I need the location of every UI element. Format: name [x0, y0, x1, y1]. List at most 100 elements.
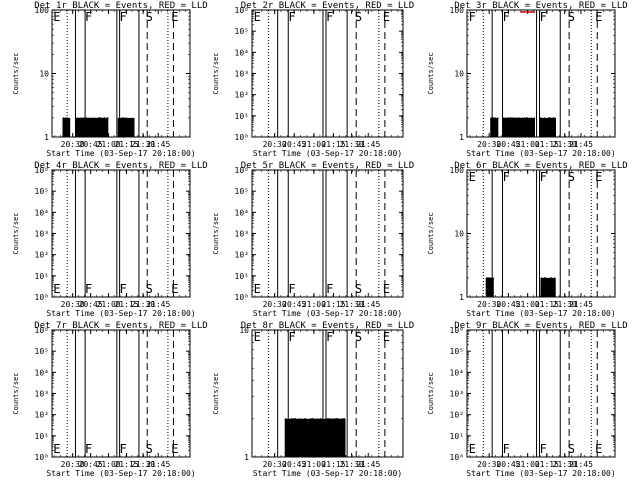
x-tick-label: 21:15: [321, 460, 345, 469]
x-axis-title: Start Time (03-Sep-17 20:18:00): [46, 469, 195, 478]
x-axis-title: Start Time (03-Sep-17 20:18:00): [253, 149, 402, 158]
y-tick-label: 10²: [450, 411, 464, 420]
flag-letter: F: [503, 442, 510, 456]
y-tick-label: 10⁴: [235, 208, 249, 217]
y-axis-label: Counts/sec: [427, 372, 435, 414]
y-tick-label: 1: [44, 133, 49, 142]
flag-letter: E: [469, 442, 476, 456]
flag-letter: F: [540, 170, 547, 184]
y-tick-label: 10⁰: [235, 293, 249, 302]
events-trace: [539, 117, 556, 137]
y-tick-label: 10⁶: [35, 166, 49, 175]
plot-frame: [51, 169, 191, 298]
x-tick-label: 21:00: [97, 460, 121, 469]
x-tick-label: 21:45: [356, 460, 380, 469]
x-tick-label: 21:45: [569, 140, 593, 149]
flag-letter: E: [254, 10, 261, 24]
flag-letter: E: [383, 10, 390, 24]
y-tick-label: 100: [450, 166, 465, 175]
x-tick-label: 21:15: [535, 460, 559, 469]
x-tick-label: 21:15: [114, 460, 138, 469]
flag-letter: F: [503, 170, 510, 184]
x-tick-label: 21:45: [146, 300, 170, 309]
y-tick-label: 10⁰: [235, 133, 249, 142]
x-axis-title: Start Time (03-Sep-17 20:18:00): [46, 149, 195, 158]
plot-frame: [251, 9, 404, 138]
panel-title: Det 7r BLACK = Events, RED = LLD: [34, 321, 207, 331]
x-tick-label: 21:30: [553, 460, 577, 469]
y-tick-label: 10⁶: [235, 6, 249, 15]
events-trace: [62, 117, 71, 137]
x-axis-title: Start Time (03-Sep-17 20:18:00): [253, 309, 402, 318]
flag-letter: F: [326, 330, 333, 344]
flag-letter: E: [595, 442, 602, 456]
y-tick-label: 10: [39, 70, 49, 79]
x-tick-label: 21:00: [302, 460, 326, 469]
flag-letter: S: [568, 170, 575, 184]
flag-letter: E: [595, 170, 602, 184]
y-tick-label: 1: [459, 133, 464, 142]
y-tick-label: 100: [35, 6, 50, 15]
x-tick-label: 20:30: [263, 140, 287, 149]
flag-letter: E: [254, 330, 261, 344]
y-tick-label: 10³: [235, 70, 249, 79]
y-tick-label: 1: [244, 453, 249, 462]
flag-letter: E: [171, 442, 178, 456]
y-tick-label: 10³: [450, 390, 464, 399]
panel-title: Det 4r BLACK = Events, RED = LLD: [34, 161, 207, 171]
x-tick-label: 20:30: [263, 300, 287, 309]
y-tick-label: 10⁰: [450, 453, 464, 462]
panel-title: Det 9r BLACK = Events, RED = LLD: [454, 321, 627, 331]
y-tick-label: 10²: [35, 411, 49, 420]
x-tick-label: 21:15: [114, 140, 138, 149]
flag-letter: S: [355, 282, 362, 296]
y-tick-label: 10¹: [235, 112, 249, 121]
plot-frame: [251, 169, 404, 298]
y-axis-label: Counts/sec: [427, 52, 435, 94]
panel-title: Det 1r BLACK = Events, RED = LLD: [34, 1, 207, 11]
flag-letter: F: [119, 282, 126, 296]
events-trace: [75, 117, 109, 137]
y-axis-label: Counts/sec: [12, 52, 20, 94]
flag-letter: E: [53, 442, 60, 456]
flag-letter: F: [288, 282, 295, 296]
flag-letter: F: [119, 442, 126, 456]
flag-letter: E: [383, 282, 390, 296]
panel-title: Det 5r BLACK = Events, RED = LLD: [241, 161, 414, 171]
x-axis-title: Start Time (03-Sep-17 20:18:00): [466, 309, 615, 318]
x-tick-label: 20:45: [79, 460, 103, 469]
flag-letter: S: [568, 10, 575, 24]
y-axis-label: Counts/sec: [212, 212, 220, 254]
events-trace: [502, 117, 535, 137]
flag-letter: E: [383, 330, 390, 344]
x-tick-label: 21:45: [356, 300, 380, 309]
y-tick-label: 10¹: [35, 432, 49, 441]
x-tick-label: 21:15: [321, 140, 345, 149]
x-tick-label: 21:30: [340, 300, 364, 309]
x-tick-label: 21:00: [516, 140, 540, 149]
events-trace: [490, 117, 499, 137]
flag-letter: E: [595, 10, 602, 24]
x-tick-label: 21:00: [97, 140, 121, 149]
y-tick-label: 10⁶: [235, 166, 249, 175]
x-tick-label: 20:45: [282, 460, 306, 469]
y-tick-label: 10¹: [35, 272, 49, 281]
y-axis-label: Counts/sec: [12, 372, 20, 414]
x-axis-title: Start Time (03-Sep-17 20:18:00): [466, 469, 615, 478]
flag-letter: S: [355, 330, 362, 344]
flag-letter: F: [469, 10, 476, 24]
y-tick-label: 10: [239, 326, 249, 335]
events-trace: [540, 277, 556, 297]
x-tick-label: 21:15: [114, 300, 138, 309]
x-tick-label: 20:45: [496, 300, 520, 309]
x-tick-label: 20:45: [282, 140, 306, 149]
x-tick-label: 20:45: [79, 140, 103, 149]
y-tick-label: 10⁵: [235, 27, 249, 36]
x-tick-label: 21:45: [569, 300, 593, 309]
flag-letter: F: [85, 442, 92, 456]
x-tick-label: 20:45: [496, 460, 520, 469]
x-tick-label: 21:00: [97, 300, 121, 309]
x-tick-label: 21:00: [516, 460, 540, 469]
x-tick-label: 21:45: [569, 460, 593, 469]
